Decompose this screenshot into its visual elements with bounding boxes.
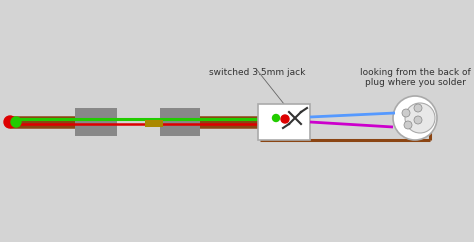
Text: switched 3.5mm jack: switched 3.5mm jack xyxy=(209,68,305,77)
Text: looking from the back of
plug where you solder: looking from the back of plug where you … xyxy=(360,68,470,87)
Circle shape xyxy=(404,121,412,129)
Bar xyxy=(75,108,117,136)
Bar xyxy=(145,120,163,127)
Bar xyxy=(258,104,310,140)
Bar xyxy=(160,108,200,136)
Circle shape xyxy=(273,114,280,121)
Circle shape xyxy=(281,115,289,123)
Circle shape xyxy=(393,96,437,140)
Circle shape xyxy=(11,117,21,127)
Circle shape xyxy=(4,116,16,128)
Circle shape xyxy=(414,116,422,124)
Circle shape xyxy=(405,103,435,133)
Circle shape xyxy=(402,109,410,117)
Circle shape xyxy=(414,104,422,112)
